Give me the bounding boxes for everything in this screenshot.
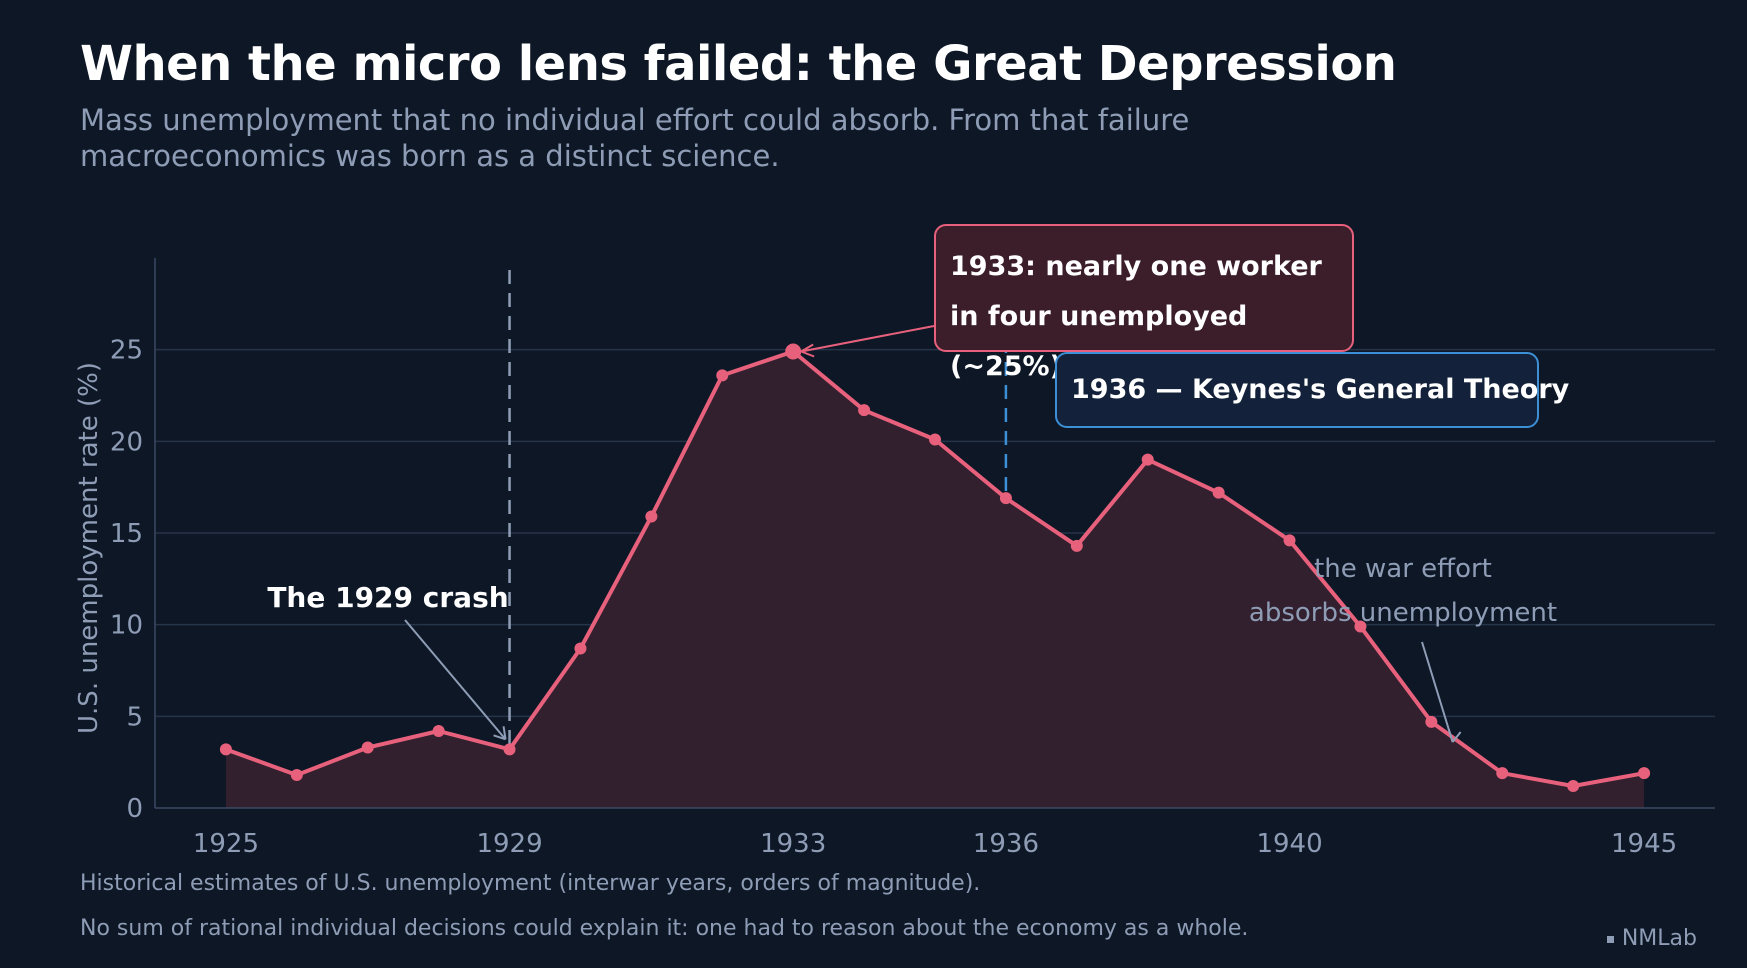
- data-point-1929: [503, 743, 516, 756]
- brand-name: NMLab: [1621, 926, 1697, 951]
- data-point-1928: [432, 725, 445, 737]
- y-tick-label: 20: [110, 427, 143, 457]
- x-tick-label: 1945: [1611, 829, 1677, 859]
- y-tick-label: 0: [126, 794, 143, 824]
- y-axis-label: U.S. unemployment rate (%): [74, 362, 104, 734]
- war-arrow: [1421, 641, 1454, 743]
- data-point-1935: [929, 433, 941, 446]
- x-tick-label: 1936: [973, 829, 1039, 859]
- keynes-callout: 1936 — Keynes's General Theory: [1055, 352, 1569, 428]
- data-point-1936: [999, 492, 1012, 505]
- x-tick-label: 1925: [193, 829, 259, 859]
- footnote-2: No sum of rational individual decisions …: [80, 916, 1249, 941]
- data-point-1938: [1141, 453, 1154, 466]
- data-point-1940: [1283, 534, 1296, 547]
- data-point-1931: [645, 510, 658, 523]
- war-annotation-line1: the war effort: [1314, 554, 1492, 584]
- chart-subtitle: Mass unemployment that no individual eff…: [80, 103, 1190, 173]
- footnote-1: Historical estimates of U.S. unemploymen…: [80, 871, 981, 896]
- data-point-1939: [1212, 486, 1225, 499]
- chart-title: When the micro lens failed: the Great De…: [80, 36, 1397, 92]
- data-point-1941: [1354, 620, 1367, 633]
- peak-callout: 1933: nearly one worker in four unemploy…: [934, 224, 1354, 382]
- data-point-1927: [361, 741, 374, 754]
- data-point-1932: [716, 369, 729, 382]
- brand-logo: NMLab: [1606, 926, 1697, 951]
- y-tick-label: 5: [126, 702, 143, 732]
- data-point-1930: [574, 642, 587, 655]
- brand-square-icon: [1606, 935, 1614, 943]
- x-tick-label: 1940: [1256, 829, 1322, 859]
- unemployment-area: [225, 351, 1645, 808]
- data-point-1943: [1496, 767, 1509, 780]
- crash-annotation: The 1929 crash: [267, 581, 508, 614]
- data-point-1933: [785, 343, 802, 360]
- data-point-1945: [1638, 767, 1651, 780]
- peak-callout-line1: 1933: nearly one worker: [950, 251, 1322, 282]
- data-point-1942: [1425, 715, 1438, 728]
- data-point-1937: [1070, 539, 1083, 552]
- war-annotation-line2: absorbs unemployment: [1249, 598, 1557, 628]
- peak-arrow-head: [800, 343, 815, 358]
- data-point-1934: [858, 404, 871, 417]
- peak-callout-line2: in four unemployed (~25%): [950, 301, 1248, 382]
- data-point-1925: [219, 743, 232, 756]
- x-tick-label: 1929: [476, 829, 542, 859]
- war-arrow-head: [1447, 728, 1462, 743]
- axis-layer: 0 5 10 15 20 25 1925 1929 1933 1936 1940 1945 U.S. u…: [74, 258, 1715, 859]
- y-tick-label: 10: [110, 611, 143, 641]
- y-tick-label: 15: [110, 519, 143, 549]
- data-point-1926: [290, 769, 303, 781]
- data-point-1944: [1567, 780, 1580, 792]
- crash-arrow-head: [493, 726, 507, 741]
- annotation-layer: The 1929 crash the war effort absorbs unem…: [267, 325, 1557, 743]
- peak-arrow: [800, 325, 935, 353]
- y-tick-label: 25: [110, 336, 143, 366]
- crash-arrow: [404, 619, 507, 740]
- points-layer: [219, 343, 1651, 792]
- x-tick-label: 1933: [760, 829, 826, 859]
